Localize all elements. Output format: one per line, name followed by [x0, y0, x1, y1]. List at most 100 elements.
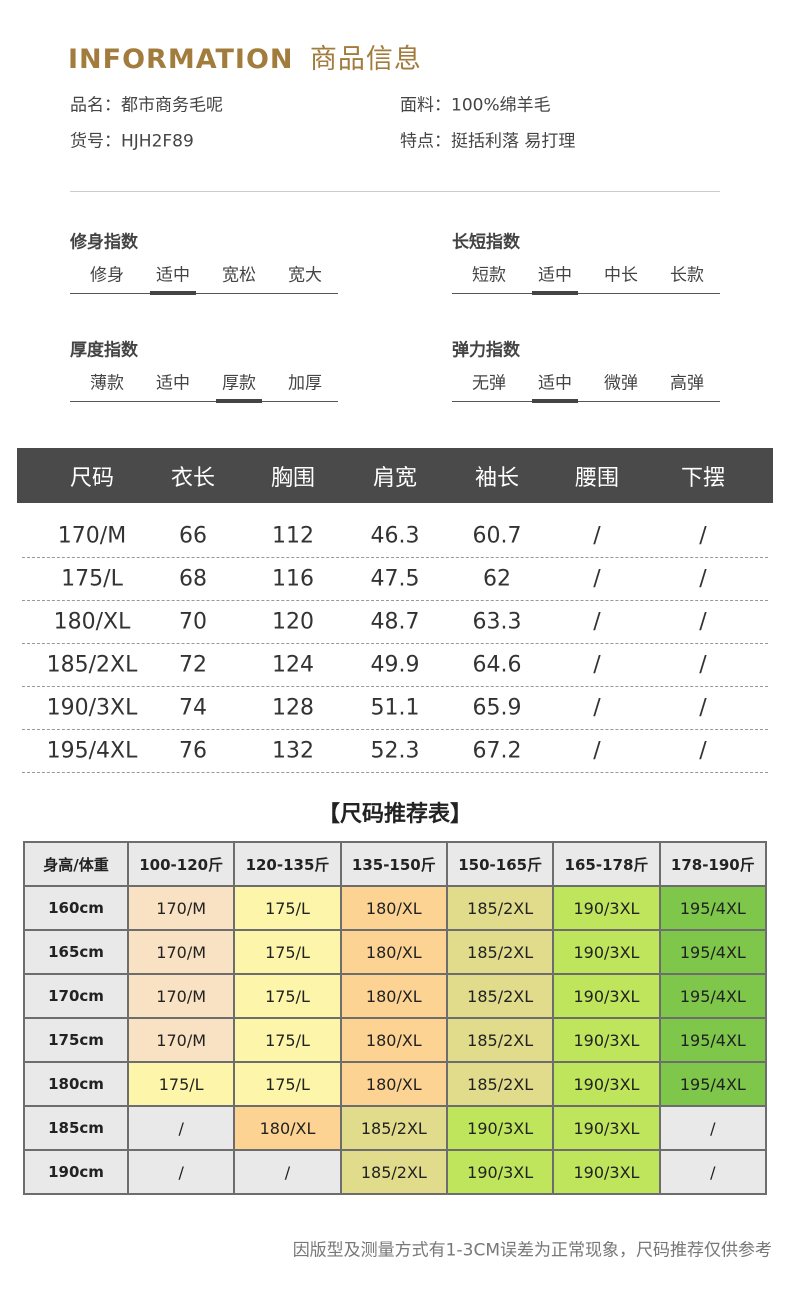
size-cell: 65.9	[472, 695, 522, 721]
size-cell: 128	[272, 695, 314, 721]
size-cell: /	[699, 523, 707, 549]
index-option: 无弹	[472, 373, 506, 394]
rec-cell: 190/3XL	[552, 1061, 661, 1107]
rec-title: 【尺码推荐表】	[317, 802, 473, 827]
rec-cell: 175/L	[233, 929, 342, 975]
size-cell: /	[593, 652, 601, 678]
rec-row: 180cm 175/L 175/L 180/XL 185/2XL 190/3XL 195/4…	[23, 1061, 768, 1107]
size-cell: /	[699, 695, 707, 721]
index-baseline	[452, 293, 720, 294]
size-cell: 120	[272, 609, 314, 635]
rec-cell: 170/M	[126, 973, 236, 1019]
rec-cell: 175/L	[233, 885, 342, 931]
rec-cell: 190/3XL	[552, 885, 661, 931]
height-cell: 160cm	[23, 885, 129, 931]
height-cell: 170cm	[23, 973, 129, 1019]
size-header: 尺码	[69, 466, 115, 491]
size-cell: 51.1	[370, 695, 420, 721]
rec-cell: 185/2XL	[339, 1149, 448, 1195]
info-item: 特点：挺括利落 易打理	[400, 131, 576, 152]
index-title: 弹力指数	[452, 340, 520, 361]
rec-cell: 180/XL	[339, 929, 448, 975]
rec-row: 190cm //185/2XL 190/3XL 190/3XL /	[23, 1149, 768, 1195]
index-option: 微弹	[604, 373, 638, 394]
rec-cell: /	[658, 1105, 768, 1151]
rec-cell: /	[126, 1149, 236, 1195]
rec-cell: 170/M	[126, 1017, 236, 1063]
size-cell: 132	[272, 738, 314, 764]
rec-cell: 180/XL	[339, 1061, 448, 1107]
index-selected	[150, 291, 196, 295]
index-option: 宽松	[222, 265, 256, 286]
size-cell: /	[593, 566, 601, 592]
title-cn: 商品信息	[309, 44, 422, 75]
info-item: 品名：都市商务毛呢	[70, 95, 223, 116]
rec-cell: 185/2XL	[445, 1061, 555, 1107]
size-header: 肩宽	[372, 466, 418, 491]
rec-cell: 190/3XL	[552, 1017, 661, 1063]
row-divider	[22, 557, 768, 558]
size-cell: 180/XL	[53, 609, 131, 635]
title: INFORMATION 商品信息	[68, 37, 422, 76]
header-cell: 120-135斤	[233, 841, 342, 887]
rec-cell: 195/4XL	[658, 973, 768, 1019]
size-header: 下摆	[680, 466, 726, 491]
size-cell: 190/3XL	[46, 695, 138, 721]
index-option: 适中	[156, 265, 190, 286]
size-cell: /	[699, 652, 707, 678]
header-cell: 135-150斤	[339, 841, 448, 887]
size-cell: 67.2	[472, 738, 522, 764]
header-cell: 身高/体重	[23, 841, 129, 887]
index-baseline	[70, 401, 338, 402]
index-option: 薄款	[90, 373, 124, 394]
size-cell: 175/L	[61, 566, 123, 592]
rec-cell: /	[658, 1149, 768, 1195]
size-cell: 48.7	[370, 609, 420, 635]
size-cell: 49.9	[370, 652, 420, 678]
size-header: 袖长	[474, 466, 520, 491]
rec-cell: 195/4XL	[658, 885, 768, 931]
index-option: 加厚	[288, 373, 322, 394]
size-cell: 112	[272, 523, 314, 549]
height-cell: 165cm	[23, 929, 129, 975]
index-option: 中长	[604, 265, 638, 286]
index-option: 高弹	[670, 373, 704, 394]
header-row: 身高/体重 100-120斤 120-135斤 135-150斤 150-165斤 165…	[23, 841, 768, 887]
size-cell: 46.3	[370, 523, 420, 549]
size-cell: 64.6	[472, 652, 522, 678]
index-selected	[532, 291, 578, 295]
rec-cell: /	[233, 1149, 342, 1195]
size-cell: 116	[272, 566, 314, 592]
rec-cell: 195/4XL	[658, 1017, 768, 1063]
row-divider	[22, 729, 768, 730]
index-title: 修身指数	[70, 232, 138, 253]
title-en: INFORMATION	[68, 44, 294, 75]
index-option: 宽大	[288, 265, 322, 286]
index-option: 厚款	[222, 373, 256, 394]
info-item: 面料：100%绵羊毛	[400, 95, 551, 116]
index-option: 短款	[472, 265, 506, 286]
rec-cell: 175/L	[126, 1061, 236, 1107]
rec-cell: 185/2XL	[445, 973, 555, 1019]
rec-cell: 190/3XL	[552, 973, 661, 1019]
header-cell: 165-178斤	[552, 841, 661, 887]
size-cell: /	[593, 523, 601, 549]
size-cell: /	[699, 738, 707, 764]
rec-cell: 195/4XL	[658, 929, 768, 975]
size-cell: 185/2XL	[46, 652, 138, 678]
index-selected	[216, 399, 262, 403]
info-item: 货号：HJH2F89	[70, 131, 194, 152]
header-cell: 100-120斤	[126, 841, 236, 887]
row-divider	[22, 643, 768, 644]
index-option: 修身	[90, 265, 124, 286]
rec-cell: 180/XL	[339, 885, 448, 931]
row-divider	[22, 686, 768, 687]
recommend-table: 身高/体重 100-120斤 120-135斤 135-150斤 150-165斤 165…	[23, 841, 768, 1195]
size-cell: /	[699, 566, 707, 592]
index-option: 适中	[538, 373, 572, 394]
index-option: 适中	[156, 373, 190, 394]
index-option: 适中	[538, 265, 572, 286]
header-cell: 178-190斤	[658, 841, 768, 887]
size-cell: 62	[483, 566, 511, 592]
rec-cell: 180/XL	[339, 973, 448, 1019]
